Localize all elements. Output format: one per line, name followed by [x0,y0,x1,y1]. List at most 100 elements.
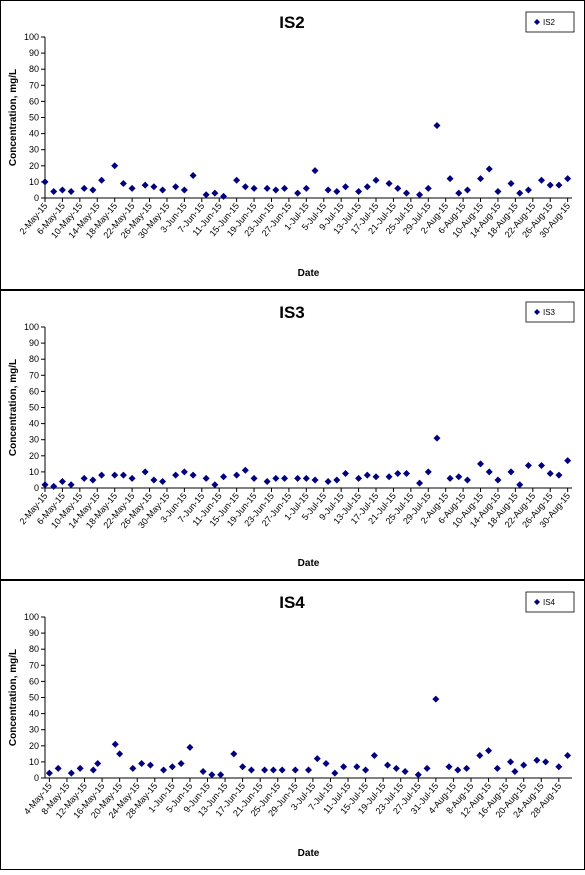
data-point [150,183,158,191]
data-point [180,186,188,194]
data-point [67,769,75,777]
data-point [89,476,97,484]
data-point [507,468,515,476]
data-point [111,162,119,170]
panel-border [0,580,585,870]
data-point [394,470,402,478]
data-point [401,768,409,776]
data-point [250,474,258,482]
y-tick-label: 90 [29,48,39,58]
data-point [363,471,371,479]
data-point [111,471,119,479]
data-point [342,183,350,191]
data-point [333,476,341,484]
data-point [454,766,462,774]
y-tick-label: 10 [29,467,39,477]
data-point [230,750,238,758]
data-point [168,763,176,771]
chart-title: IS3 [279,303,305,322]
chart-title: IS2 [279,13,305,32]
data-point [247,766,255,774]
data-point [416,479,424,487]
data-point [546,181,554,189]
legend-label: IS3 [543,308,556,317]
y-tick-label: 70 [29,370,39,380]
legend-marker [534,599,540,605]
data-point [433,122,441,130]
data-point [446,474,454,482]
data-point [485,165,493,173]
data-point [250,184,258,192]
x-axis-label: Date [298,848,320,859]
y-tick-label: 50 [29,403,39,413]
y-tick-label: 60 [29,676,39,686]
data-point [58,478,66,486]
data-point [150,476,158,484]
data-point [322,760,330,768]
y-tick-label: 60 [29,96,39,106]
data-point [385,473,393,481]
data-point [202,474,210,482]
data-point [302,474,310,482]
data-point [217,771,225,779]
data-point [119,471,127,479]
data-point [424,184,432,192]
chart-title: IS4 [279,593,305,612]
data-point [424,468,432,476]
data-point [524,461,532,469]
legend-marker [534,309,540,315]
y-tick-label: 40 [29,419,39,429]
y-tick-label: 70 [29,80,39,90]
y-tick-label: 30 [29,145,39,155]
y-tick-label: 20 [29,741,39,751]
data-point [294,474,302,482]
y-tick-label: 20 [29,161,39,171]
y-tick-label: 80 [29,644,39,654]
y-tick-label: 10 [29,177,39,187]
data-point [394,184,402,192]
data-point [239,763,247,771]
data-point [370,751,378,759]
data-point [340,763,348,771]
data-point [477,460,485,468]
data-point [50,482,58,490]
data-point [542,758,550,766]
data-point [463,186,471,194]
data-point [564,457,572,465]
data-point [385,180,393,188]
y-tick-label: 100 [24,322,39,332]
data-point [331,769,339,777]
data-point [41,178,49,186]
data-point [202,191,210,199]
y-axis-label: Concentration, mg/L [8,69,19,166]
data-point [76,764,84,772]
data-point [211,481,219,489]
y-tick-label: 100 [24,612,39,622]
legend-label: IS4 [543,598,556,607]
data-point [493,764,501,772]
data-point [220,192,228,200]
y-tick-label: 20 [29,451,39,461]
data-point [511,768,519,776]
data-point [199,768,207,776]
data-point [402,470,410,478]
data-point [80,184,88,192]
data-point [507,758,515,766]
data-point [520,761,528,769]
data-point [269,766,277,774]
data-point [119,180,127,188]
y-tick-label: 80 [29,354,39,364]
data-point [311,167,319,175]
data-point [432,695,440,703]
panel-border [0,0,585,290]
data-point [463,764,471,772]
data-point [538,176,546,184]
y-tick-label: 30 [29,725,39,735]
legend-box [525,591,575,613]
data-point [241,183,249,191]
data-point [324,478,332,486]
data-point [67,188,75,196]
data-point [507,180,515,188]
data-point [324,186,332,194]
